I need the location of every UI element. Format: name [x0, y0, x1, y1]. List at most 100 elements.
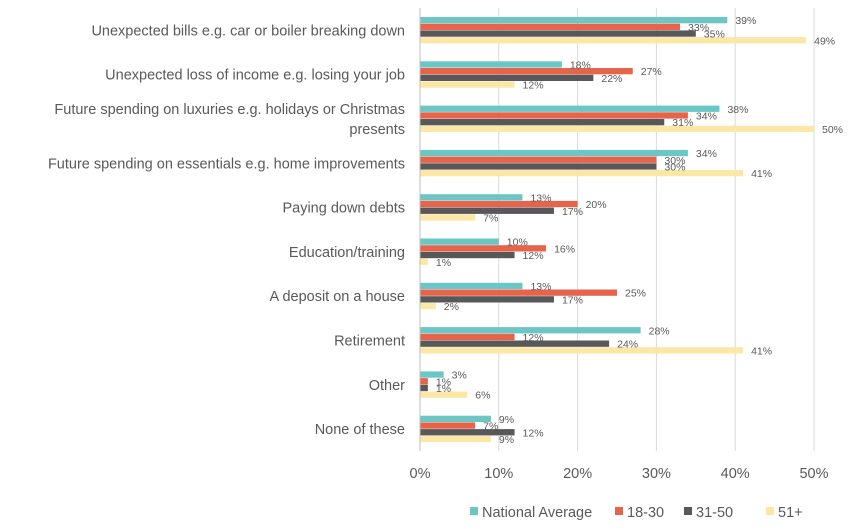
data-label: 24% [617, 339, 638, 351]
bar [420, 149, 688, 157]
bar [420, 207, 554, 214]
data-label: 30% [664, 161, 685, 173]
bar [420, 333, 515, 341]
data-label: 17% [562, 206, 583, 218]
category-label: None of these [315, 422, 405, 438]
category-labels: Unexpected bills e.g. car or boiler brea… [48, 23, 405, 438]
bar [420, 17, 728, 24]
data-label: 12% [523, 427, 544, 439]
data-label: 20% [586, 199, 607, 211]
bar [420, 30, 696, 37]
legend-label: National Average [482, 505, 592, 521]
data-label: 39% [735, 15, 756, 27]
x-tick-label: 50% [799, 466, 828, 482]
bar [420, 258, 428, 265]
bar [420, 435, 491, 443]
legend-swatch [470, 507, 478, 515]
data-label: 12% [523, 80, 544, 92]
bar [420, 371, 444, 378]
data-label: 2% [444, 301, 459, 313]
data-label: 25% [625, 288, 646, 300]
legend-label: 51+ [778, 505, 803, 521]
category-label: A deposit on a house [270, 289, 405, 305]
legend-label: 31-50 [696, 505, 733, 521]
bar [420, 347, 744, 354]
bar [420, 282, 523, 290]
x-tick-label: 40% [721, 466, 750, 482]
data-label: 18% [570, 59, 591, 71]
bar [420, 415, 491, 422]
data-label: 9% [499, 414, 514, 426]
bar [420, 200, 578, 208]
bar [420, 125, 814, 132]
bar [420, 422, 476, 429]
data-labels: 39%33%35%49%18%27%22%12%38%34%31%50%34%3… [436, 15, 843, 446]
bar [420, 378, 428, 385]
axis: 0% 10% 20% 30% 40% 50% [410, 8, 829, 482]
gridlines [498, 8, 815, 451]
data-label: 6% [475, 390, 490, 402]
bar [420, 327, 641, 334]
data-label: 50% [822, 124, 843, 136]
data-label: 49% [814, 35, 835, 47]
data-label: 27% [641, 66, 662, 78]
data-label: 30% [664, 155, 685, 167]
data-label: 22% [601, 73, 622, 85]
data-label: 13% [530, 192, 551, 204]
data-label: 3% [452, 370, 467, 382]
data-label: 41% [751, 168, 772, 180]
legend-swatch [615, 507, 623, 515]
bar [420, 119, 665, 126]
data-label: 38% [727, 104, 748, 116]
bars [420, 17, 814, 443]
data-label: 17% [562, 294, 583, 306]
bar [420, 340, 610, 347]
bar [420, 61, 562, 68]
bar [420, 289, 617, 296]
bar [420, 194, 523, 201]
category-label: Retirement [334, 334, 405, 350]
bar [420, 391, 468, 398]
legend-swatch [684, 507, 692, 515]
data-label: 7% [483, 212, 498, 224]
bar [420, 302, 436, 310]
data-label: 1% [436, 376, 451, 388]
data-label: 34% [696, 148, 717, 160]
bar [420, 74, 594, 81]
data-label: 9% [499, 434, 514, 446]
legend-swatch [766, 507, 774, 515]
category-label: Future spending on luxuries e.g. holiday… [54, 102, 405, 118]
data-label: 16% [554, 243, 575, 255]
bar [420, 81, 515, 88]
bar [420, 105, 720, 112]
bar [420, 163, 657, 170]
category-label: presents [349, 122, 405, 138]
data-label: 1% [436, 257, 451, 269]
data-label: 28% [649, 325, 670, 337]
x-tick-label: 30% [642, 466, 671, 482]
bar [420, 170, 744, 177]
bar [420, 251, 515, 259]
bar [420, 296, 554, 303]
x-tick-label: 0% [410, 466, 431, 482]
bar [420, 384, 428, 392]
category-label: Unexpected loss of income e.g. losing yo… [105, 68, 405, 84]
bar [420, 238, 499, 245]
bar [420, 214, 476, 221]
bar [420, 429, 515, 436]
data-label: 31% [672, 117, 693, 129]
category-label: Education/training [289, 245, 405, 261]
bar [420, 68, 633, 75]
data-label: 7% [483, 421, 498, 433]
data-label: 34% [696, 110, 717, 122]
data-label: 13% [530, 281, 551, 293]
x-tick-label: 10% [484, 466, 513, 482]
data-label: 12% [523, 332, 544, 344]
bar [420, 37, 807, 44]
bar [420, 245, 547, 252]
bar [420, 23, 681, 30]
legend: National Average 18-30 31-50 51+ [470, 505, 803, 521]
x-tick-label: 20% [563, 466, 592, 482]
category-label: Other [369, 378, 405, 394]
